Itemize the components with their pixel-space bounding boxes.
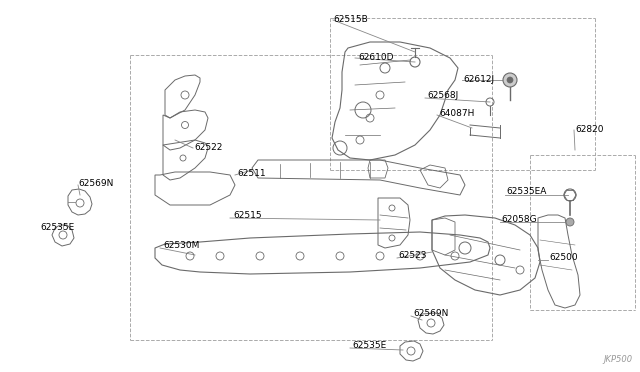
Text: JKP500: JKP500 <box>603 355 632 364</box>
Text: 62610D: 62610D <box>358 52 394 61</box>
Text: 62568J: 62568J <box>427 92 458 100</box>
Text: 62820: 62820 <box>575 125 604 135</box>
Text: 62522: 62522 <box>194 142 222 151</box>
Text: 62569N: 62569N <box>78 179 113 187</box>
Text: 62535E: 62535E <box>352 341 387 350</box>
Circle shape <box>503 73 517 87</box>
Text: 62511: 62511 <box>237 169 266 177</box>
Text: 62535E: 62535E <box>40 222 74 231</box>
Text: 62515: 62515 <box>233 211 262 219</box>
Circle shape <box>507 77 513 83</box>
Text: 62535EA: 62535EA <box>506 187 547 196</box>
Text: 62523: 62523 <box>398 250 426 260</box>
Text: 62058G: 62058G <box>501 215 536 224</box>
Text: 62569N: 62569N <box>413 308 449 317</box>
Text: 62530M: 62530M <box>163 241 200 250</box>
Text: 62515B: 62515B <box>333 16 368 25</box>
Text: 64087H: 64087H <box>439 109 474 118</box>
Text: 62500: 62500 <box>549 253 578 263</box>
Text: 62612J: 62612J <box>463 74 494 83</box>
Circle shape <box>566 218 574 226</box>
